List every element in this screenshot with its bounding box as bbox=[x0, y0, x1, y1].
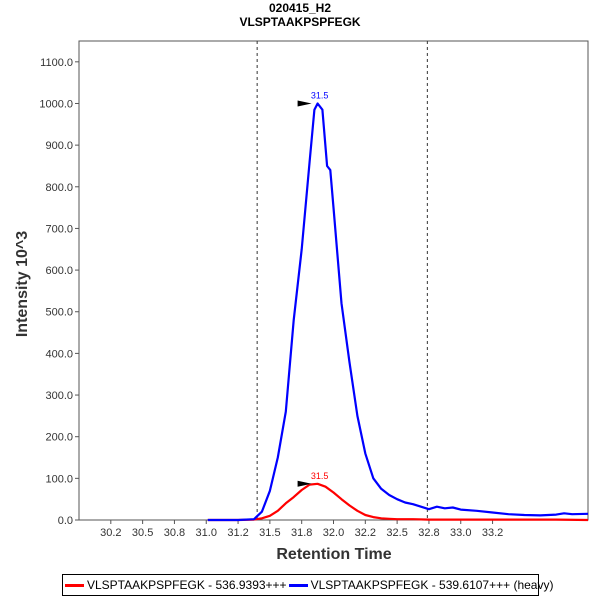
peak-label-heavy: 31.5 bbox=[311, 90, 329, 100]
series-line-light bbox=[207, 482, 589, 522]
x-tick-label: 32.2 bbox=[355, 527, 376, 539]
legend-label-light: VLSPTAAKPSPFEGK - 536.9393+++ bbox=[87, 578, 287, 592]
y-tick-label: 100.0 bbox=[45, 473, 73, 485]
x-tick-label: 31.0 bbox=[196, 527, 217, 539]
x-tick-label: 30.8 bbox=[164, 527, 185, 539]
y-tick-label: 1000.0 bbox=[39, 98, 73, 110]
peak-arrow-heavy bbox=[297, 100, 312, 107]
x-tick-label: 33.2 bbox=[482, 527, 503, 539]
y-tick-label: 0.0 bbox=[58, 515, 73, 527]
legend-swatch-heavy bbox=[288, 583, 308, 587]
x-tick-label: 31.2 bbox=[227, 527, 248, 539]
y-tick-label: 600.0 bbox=[45, 265, 73, 277]
y-tick-label: 900.0 bbox=[45, 140, 73, 152]
legend-item-heavy: VLSPTAAKPSPFEGK - 539.6107+++ (heavy) bbox=[287, 578, 554, 592]
y-tick-label: 1100.0 bbox=[40, 57, 73, 69]
series-line-heavy bbox=[207, 102, 589, 522]
y-tick-label: 800.0 bbox=[45, 182, 73, 194]
legend-item-light: VLSPTAAKPSPFEGK - 536.9393+++ bbox=[63, 578, 287, 592]
y-tick-label: 500.0 bbox=[45, 307, 73, 319]
chart-title: 020415_H2 bbox=[268, 1, 332, 15]
x-tick-label: 32.0 bbox=[323, 527, 344, 539]
x-tick-label: 33.0 bbox=[450, 527, 471, 539]
x-tick-label: 31.5 bbox=[259, 527, 280, 539]
x-tick-label: 30.2 bbox=[100, 527, 121, 539]
x-tick-label: 30.5 bbox=[132, 527, 153, 539]
y-axis-label: Intensity 10^3 bbox=[14, 231, 31, 337]
chart-subtitle: VLSPTAAKPSPFEGK bbox=[239, 15, 361, 29]
legend-label-heavy: VLSPTAAKPSPFEGK - 539.6107+++ (heavy) bbox=[310, 578, 554, 592]
peak-arrow-light bbox=[297, 480, 312, 487]
plot-frame bbox=[78, 40, 589, 521]
x-tick-label: 32.5 bbox=[386, 527, 407, 539]
chart-legend: VLSPTAAKPSPFEGK - 536.9393+++ VLSPTAAKPS… bbox=[62, 574, 553, 596]
peak-label-light: 31.5 bbox=[311, 471, 329, 481]
y-tick-label: 200.0 bbox=[45, 432, 73, 444]
x-tick-label: 31.8 bbox=[291, 527, 312, 539]
y-tick-label: 700.0 bbox=[45, 223, 73, 235]
y-tick-label: 300.0 bbox=[45, 390, 73, 402]
x-tick-label: 32.8 bbox=[418, 527, 439, 539]
y-tick-label: 400.0 bbox=[45, 348, 73, 360]
x-axis-label: Retention Time bbox=[276, 546, 391, 563]
legend-swatch-light bbox=[65, 583, 84, 587]
